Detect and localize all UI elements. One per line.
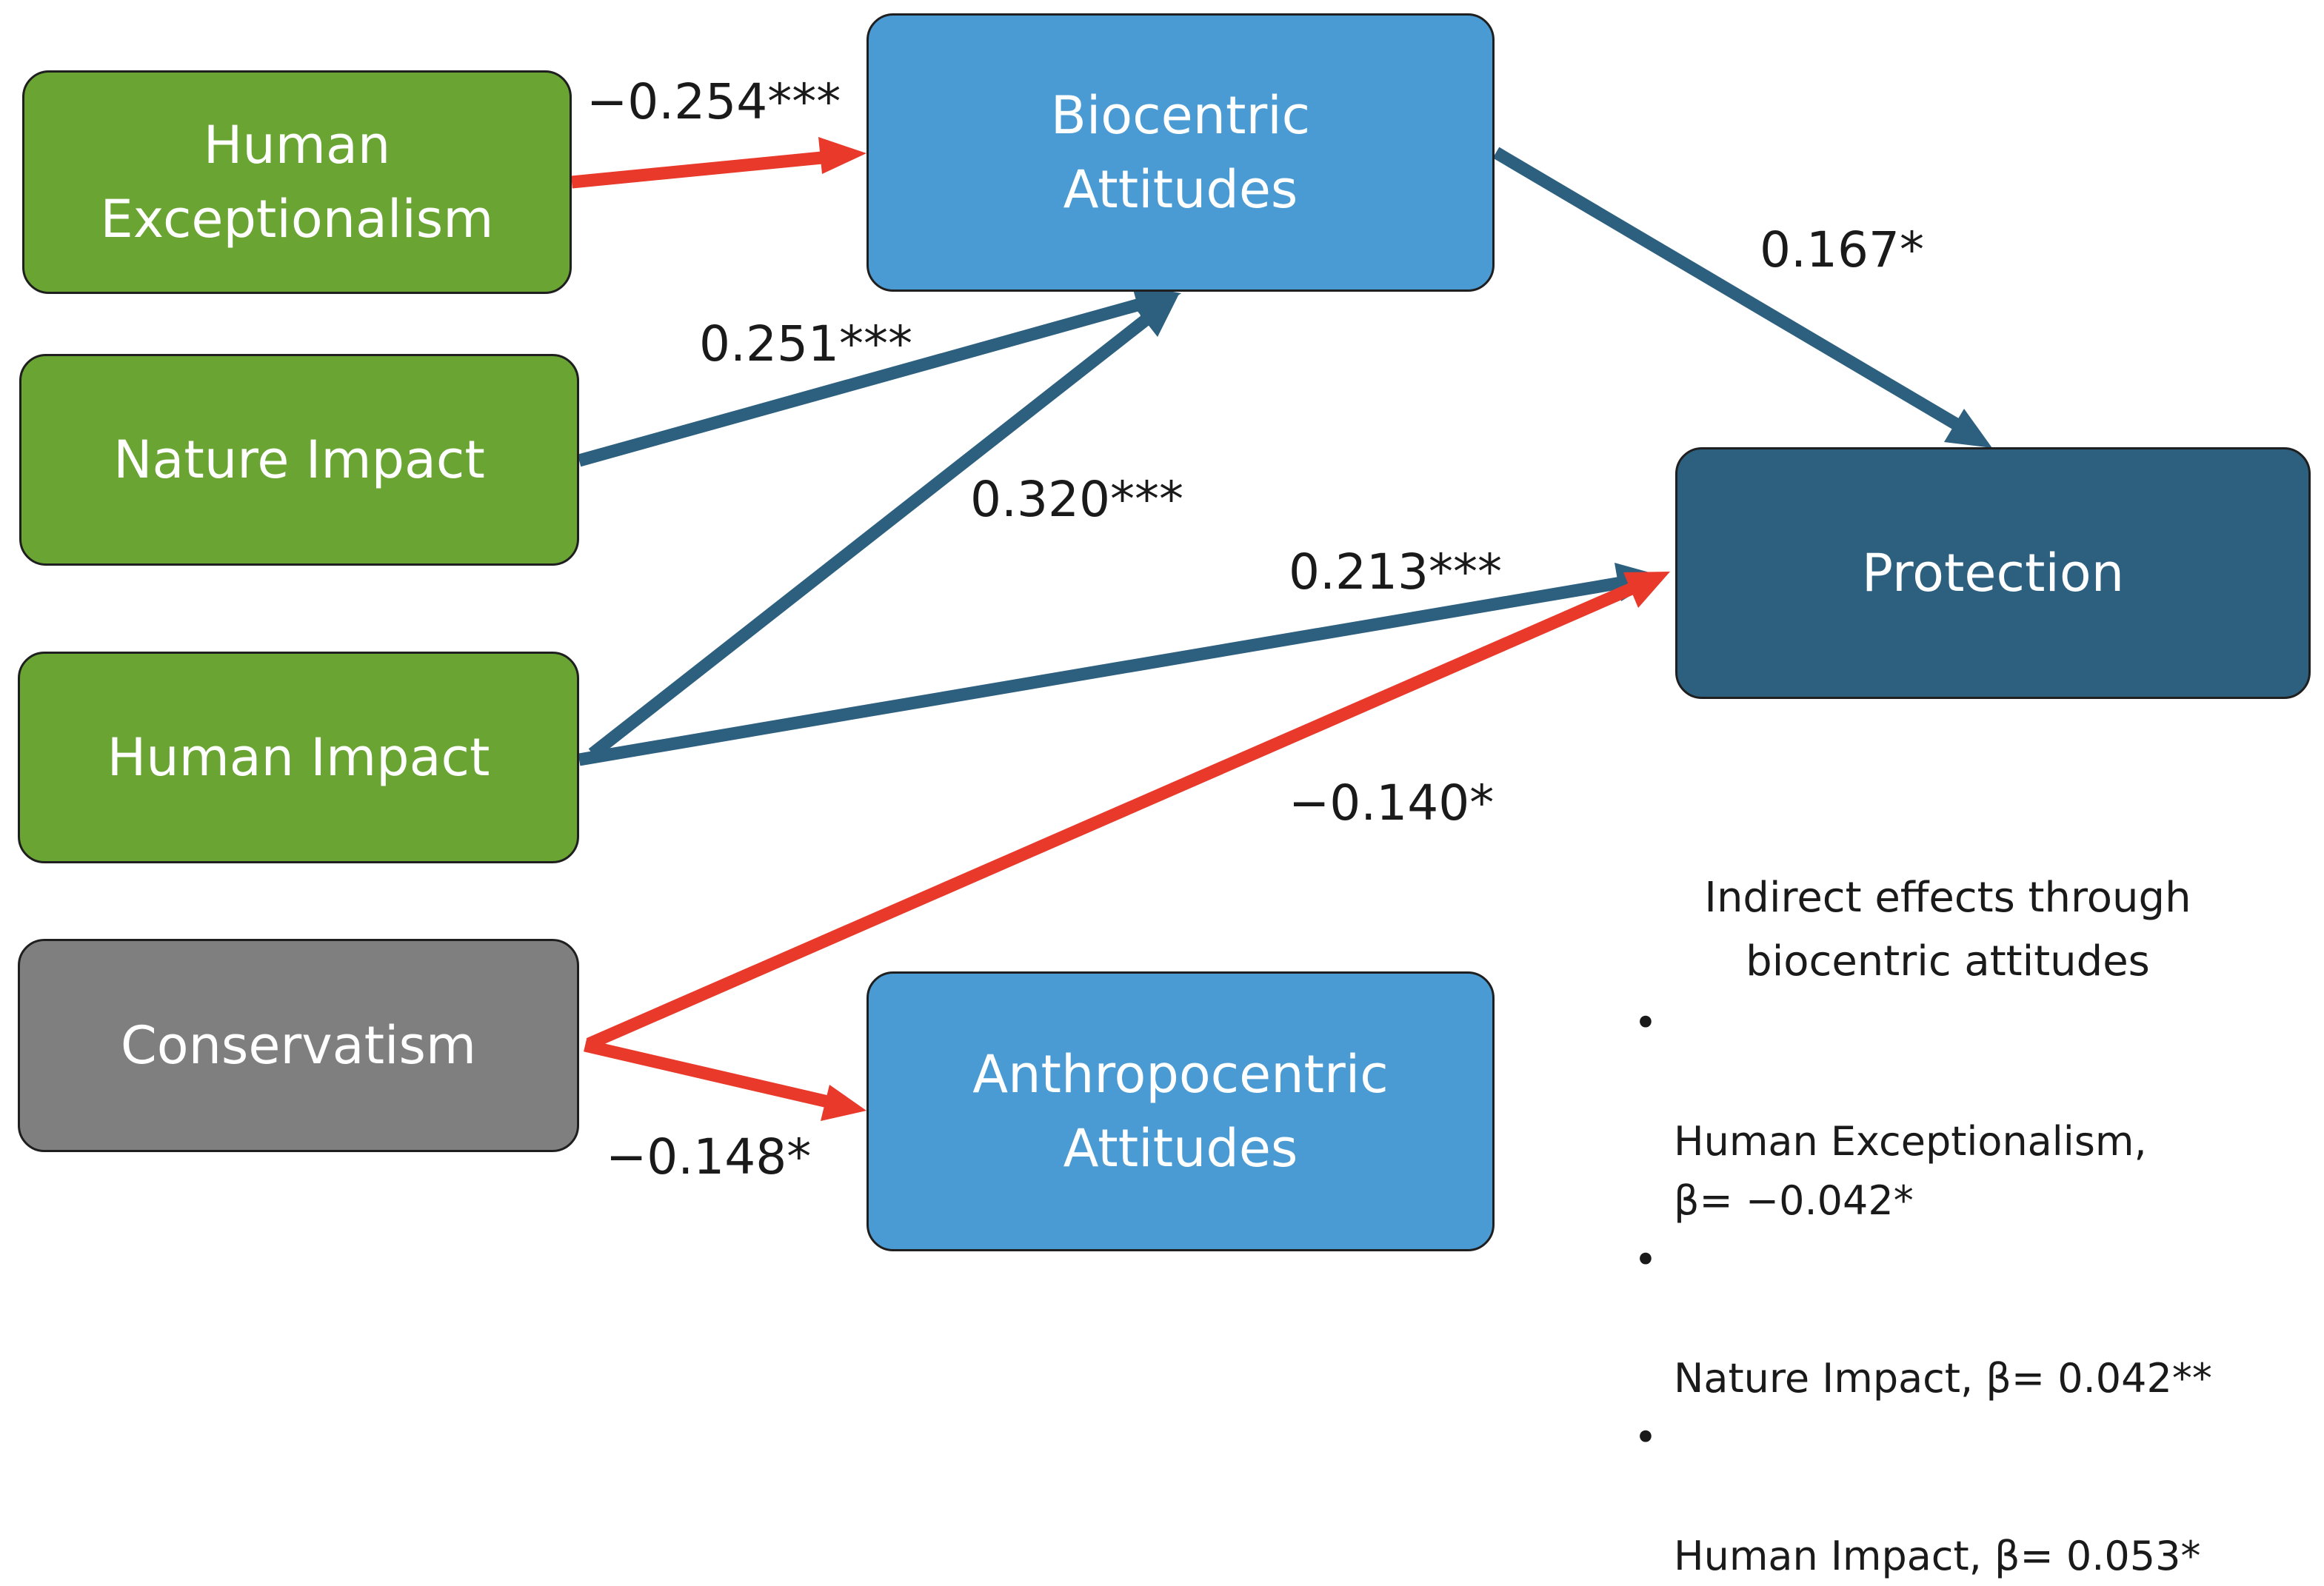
- edge-label-he-biocentric: −0.254***: [587, 73, 841, 130]
- list-item-text: Human Exceptionalism, β= −0.042*: [1674, 1118, 2147, 1224]
- arrowhead-he-to-biocentric: [818, 137, 867, 174]
- arrowhead-hi-to-biocentric: [1134, 294, 1179, 337]
- path-diagram: Human Exceptionalism Nature Impact Human…: [18, 13, 2311, 1579]
- node-human-exceptionalism: Human Exceptionalism: [22, 70, 572, 294]
- edge-label-hi-biocentric: 0.320***: [970, 471, 1183, 528]
- list-item: • Nature Impact, β= 0.042**: [1615, 1231, 2303, 1408]
- node-conservatism: Conservatism: [18, 939, 579, 1152]
- edge-label-biocentric-protection: 0.167*: [1760, 221, 1924, 278]
- node-biocentric-attitudes: Biocentric Attitudes: [867, 13, 1495, 292]
- list-item-text: Human Impact, β= 0.053*: [1674, 1533, 2201, 1579]
- arrow-conservatism-to-protection: [586, 580, 1640, 1050]
- arrow-he-to-biocentric: [571, 150, 830, 189]
- node-label: Anthropocentric Attitudes: [972, 1044, 1389, 1179]
- node-anthropocentric-attitudes: Anthropocentric Attitudes: [867, 971, 1495, 1251]
- arrow-conservatism-to-anthropocentric: [584, 1039, 829, 1108]
- indirect-effects-note: Indirect effects through biocentric atti…: [1615, 866, 2303, 1586]
- edge-label-ni-biocentric: 0.251***: [699, 315, 912, 372]
- arrowhead-conservatism-to-protection: [1623, 572, 1670, 608]
- list-item: • Human Impact, β= 0.053*: [1615, 1408, 2303, 1586]
- arrow-ni-to-biocentric: [577, 295, 1150, 467]
- node-nature-impact: Nature Impact: [19, 354, 579, 566]
- arrowhead-conservatism-to-anthropocentric: [821, 1085, 867, 1121]
- node-label: Protection: [1861, 543, 2125, 603]
- indirect-effects-title: Indirect effects through biocentric atti…: [1704, 874, 2191, 986]
- bullet-icon: •: [1634, 1414, 1657, 1461]
- edge-label-hi-protection: 0.213***: [1289, 543, 1502, 600]
- list-item: • Human Exceptionalism, β= −0.042*: [1615, 994, 2303, 1231]
- list-item-text: Nature Impact, β= 0.042**: [1674, 1355, 2212, 1402]
- node-human-impact: Human Impact: [18, 652, 579, 863]
- edge-label-conservatism-anthropocentric: −0.148*: [606, 1128, 812, 1185]
- arrow-hi-to-biocentric: [588, 309, 1157, 759]
- edge-label-conservatism-protection: −0.140*: [1289, 774, 1495, 832]
- node-label: Biocentric Attitudes: [1050, 85, 1311, 220]
- node-label: Conservatism: [120, 1015, 477, 1076]
- bullet-icon: •: [1634, 1000, 1657, 1046]
- arrow-hi-to-protection: [578, 575, 1627, 766]
- node-label: Nature Impact: [113, 429, 485, 490]
- node-label: Human Exceptionalism: [100, 115, 494, 250]
- edges-layer: [571, 137, 1992, 1121]
- bullet-icon: •: [1634, 1237, 1657, 1283]
- node-label: Human Impact: [107, 727, 490, 788]
- arrow-biocentric-to-protection: [1492, 147, 1963, 432]
- node-protection: Protection: [1675, 447, 2311, 699]
- indirect-effects-list: • Human Exceptionalism, β= −0.042* • Nat…: [1615, 994, 2303, 1586]
- arrowhead-biocentric-to-protection: [1944, 409, 1992, 448]
